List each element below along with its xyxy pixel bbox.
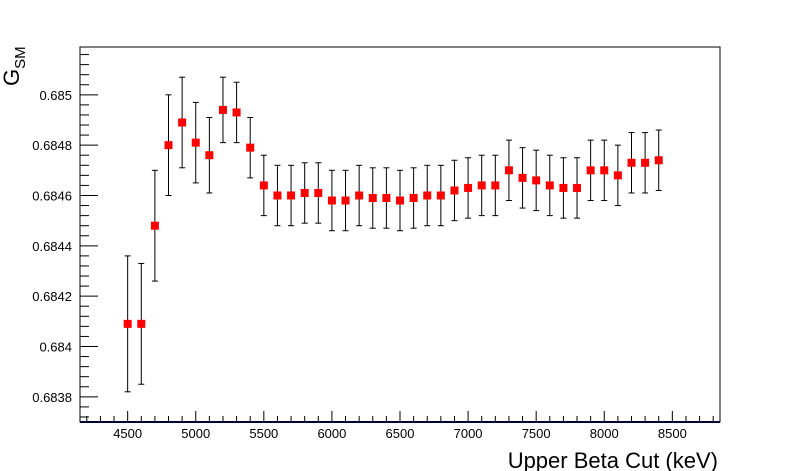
y-axis-title-main: G [0, 69, 24, 86]
x-tick-label: 6500 [386, 426, 415, 441]
data-point-marker [273, 191, 282, 200]
data-point-marker [232, 108, 241, 117]
x-tick-label: 7500 [522, 426, 551, 441]
data-point-marker [259, 181, 268, 190]
y-tick-label: 0.6842 [32, 289, 72, 304]
data-point-marker [600, 166, 609, 175]
data-point-marker [327, 196, 336, 205]
data-point-marker [586, 166, 595, 175]
data-point-marker [341, 196, 350, 205]
data-point-marker [382, 194, 391, 203]
data-point-marker [205, 151, 214, 160]
y-tick-label: 0.684 [39, 339, 72, 354]
x-axis: 4500 5000 5500 6000 6500 7000 7500 8000 8500 [86, 411, 714, 441]
data-point-marker [164, 141, 173, 150]
data-point-marker [545, 181, 554, 190]
data-point-marker [450, 186, 459, 195]
x-tick-label: 5500 [249, 426, 278, 441]
x-tick-label: 7000 [454, 426, 483, 441]
data-point-marker [300, 188, 309, 197]
data-point-marker [314, 188, 323, 197]
y-tick-label: 0.6838 [32, 390, 72, 405]
data-point-marker [123, 319, 132, 328]
x-tick-label: 8500 [658, 426, 687, 441]
data-point-marker [178, 118, 187, 127]
data-point-marker [423, 191, 432, 200]
data-points [123, 76, 663, 393]
data-point-marker [191, 138, 200, 147]
data-point-marker [641, 158, 650, 167]
data-point-marker [218, 105, 227, 114]
data-point-marker [504, 166, 513, 175]
y-tick-label: 0.6844 [32, 239, 72, 254]
data-point-marker [613, 171, 622, 180]
data-point-marker [409, 194, 418, 203]
data-point-marker [246, 143, 255, 152]
data-point-marker [355, 191, 364, 200]
data-point-marker [368, 194, 377, 203]
x-tick-label: 6000 [317, 426, 346, 441]
x-tick-label: 5000 [181, 426, 210, 441]
plot-frame [79, 46, 721, 423]
y-tick-label: 0.6848 [32, 138, 72, 153]
data-point-marker [532, 176, 541, 185]
data-point-marker [477, 181, 486, 190]
data-point-marker [518, 173, 527, 182]
y-axis-title-subscript: SM [12, 46, 29, 69]
data-point-marker [654, 156, 663, 165]
y-tick-label: 0.6846 [32, 188, 72, 203]
data-point-marker [287, 191, 296, 200]
x-tick-label: 4500 [113, 426, 142, 441]
x-tick-label: 8000 [590, 426, 619, 441]
y-axis-title: GSM [0, 46, 29, 86]
data-point-marker [491, 181, 500, 190]
data-point-marker [464, 183, 473, 192]
data-point-marker [559, 183, 568, 192]
x-axis-title: Upper Beta Cut (keV) [508, 448, 718, 471]
data-point-marker [396, 196, 404, 205]
data-point-marker [137, 319, 146, 328]
data-point-marker [573, 183, 582, 192]
y-axis: 0.6838 0.684 0.6842 0.6844 0.6846 0.6848 0.685 [32, 54, 98, 418]
data-point-marker [627, 158, 636, 167]
data-point-marker [150, 221, 159, 230]
y-tick-label: 0.685 [39, 88, 72, 103]
data-point-marker [436, 191, 445, 200]
